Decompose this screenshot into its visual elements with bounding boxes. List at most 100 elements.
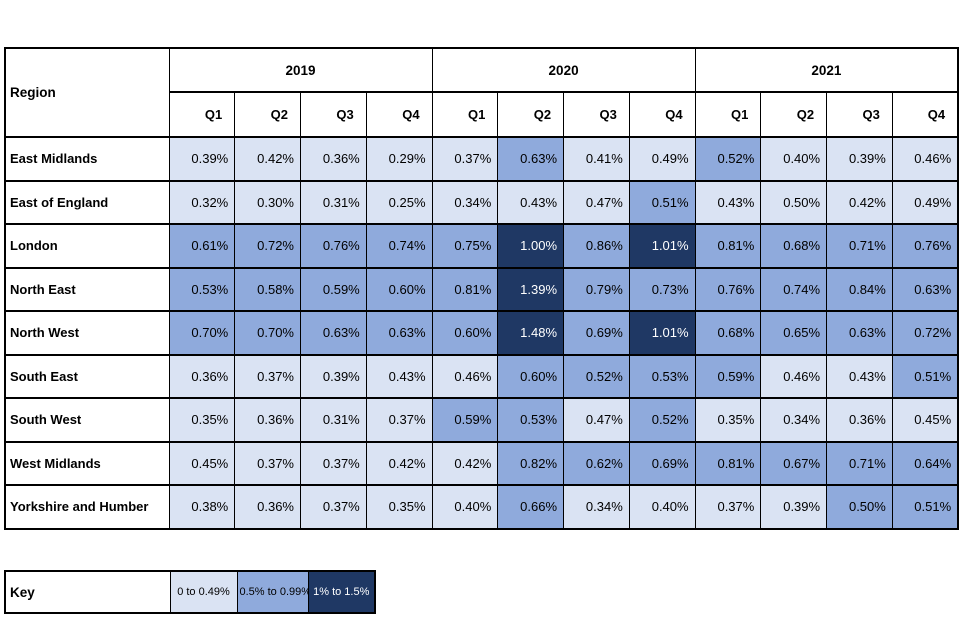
value-cell: 0.60% — [431, 310, 499, 356]
value-cell: 1.39% — [497, 266, 565, 312]
value-cell: 0.52% — [694, 136, 762, 182]
quarter-header: Q1 — [431, 91, 499, 138]
legend-swatch-mid: 0.5% to 0.99% — [236, 570, 309, 614]
value-cell: 0.37% — [300, 440, 367, 486]
value-cell: 0.64% — [891, 440, 959, 486]
value-cell: 0.46% — [431, 353, 499, 399]
value-cell: 0.49% — [891, 179, 959, 225]
value-cell: 0.58% — [234, 266, 301, 312]
region-cell: South East — [4, 353, 170, 399]
value-cell: 0.39% — [826, 136, 893, 182]
value-cell: 0.71% — [826, 440, 893, 486]
value-cell: 0.63% — [300, 310, 367, 356]
value-cell: 0.34% — [563, 484, 630, 530]
value-cell: 0.79% — [563, 266, 630, 312]
value-cell: 1.01% — [628, 223, 696, 269]
table-row: South West 0.35% 0.36% 0.31% 0.37% 0.59% 0.53%… — [4, 397, 959, 443]
value-cell: 1.48% — [497, 310, 565, 356]
value-cell: 0.37% — [431, 136, 499, 182]
value-cell: 0.76% — [891, 223, 959, 269]
value-cell: 0.43% — [497, 179, 565, 225]
quarter-header: Q2 — [497, 91, 565, 138]
value-cell: 0.71% — [826, 223, 893, 269]
table-row: Yorkshire and Humber 0.38% 0.36% 0.37% 0.35%… — [4, 484, 959, 530]
value-cell: 0.70% — [168, 310, 236, 356]
value-cell: 0.37% — [300, 484, 367, 530]
region-cell: North East — [4, 266, 170, 312]
quarter-header: Q4 — [891, 91, 959, 138]
value-cell: 0.25% — [365, 179, 433, 225]
value-cell: 0.68% — [760, 223, 828, 269]
value-cell: 0.35% — [168, 397, 236, 443]
region-cell: West Midlands — [4, 440, 170, 486]
value-cell: 0.39% — [300, 353, 367, 399]
value-cell: 0.34% — [760, 397, 828, 443]
value-cell: 0.37% — [234, 440, 301, 486]
value-cell: 0.62% — [563, 440, 630, 486]
value-cell: 0.36% — [168, 353, 236, 399]
value-cell: 0.60% — [497, 353, 565, 399]
quarter-header: Q1 — [168, 91, 236, 138]
value-cell: 0.42% — [234, 136, 301, 182]
value-cell: 0.61% — [168, 223, 236, 269]
value-cell: 0.31% — [300, 179, 367, 225]
region-cell: London — [4, 223, 170, 269]
value-cell: 0.59% — [300, 266, 367, 312]
value-cell: 0.74% — [760, 266, 828, 312]
value-cell: 0.37% — [694, 484, 762, 530]
value-cell: 0.60% — [365, 266, 433, 312]
table-row: South East 0.36% 0.37% 0.39% 0.43% 0.46% 0.60%… — [4, 353, 959, 399]
value-cell: 0.37% — [365, 397, 433, 443]
value-cell: 0.40% — [628, 484, 696, 530]
value-cell: 0.41% — [563, 136, 630, 182]
value-cell: 0.43% — [694, 179, 762, 225]
value-cell: 0.67% — [760, 440, 828, 486]
key-label: Key — [4, 570, 171, 614]
quarter-header: Q1 — [694, 91, 762, 138]
value-cell: 0.63% — [891, 266, 959, 312]
value-cell: 0.42% — [365, 440, 433, 486]
value-cell: 0.43% — [826, 353, 893, 399]
quarter-header: Q3 — [826, 91, 893, 138]
value-cell: 0.34% — [431, 179, 499, 225]
value-cell: 0.47% — [563, 397, 630, 443]
value-cell: 0.36% — [234, 397, 301, 443]
quarter-header: Q4 — [628, 91, 696, 138]
value-cell: 0.72% — [891, 310, 959, 356]
value-cell: 0.65% — [760, 310, 828, 356]
value-cell: 1.01% — [628, 310, 696, 356]
quarter-header: Q3 — [300, 91, 367, 138]
region-cell: East Midlands — [4, 136, 170, 182]
value-cell: 0.81% — [694, 223, 762, 269]
quarter-header-row: Q1 Q2 Q3 Q4 Q1 Q2 Q3 Q4 Q1 Q2 Q3 Q4 — [5, 91, 959, 138]
value-cell: 0.75% — [431, 223, 499, 269]
legend-row: Key 0 to 0.49% 0.5% to 0.99% 1% to 1.5% — [4, 570, 376, 614]
value-cell: 0.40% — [760, 136, 828, 182]
value-cell: 0.36% — [300, 136, 367, 182]
value-cell: 0.42% — [431, 440, 499, 486]
value-cell: 0.46% — [760, 353, 828, 399]
value-cell: 0.63% — [365, 310, 433, 356]
value-cell: 0.66% — [497, 484, 565, 530]
value-cell: 0.35% — [365, 484, 433, 530]
value-cell: 0.70% — [234, 310, 301, 356]
value-cell: 0.46% — [891, 136, 959, 182]
quarter-header: Q3 — [563, 91, 630, 138]
value-cell: 0.69% — [628, 440, 696, 486]
quarter-header: Q2 — [760, 91, 828, 138]
region-column-header: Region — [4, 47, 170, 138]
value-cell: 0.73% — [628, 266, 696, 312]
table-row: North West 0.70% 0.70% 0.63% 0.63% 0.60% 1.48%… — [4, 310, 959, 356]
table-row: East Midlands 0.39% 0.42% 0.36% 0.29% 0.37% 0.… — [4, 136, 959, 182]
table-row: East of England 0.32% 0.30% 0.31% 0.25% 0.34%… — [4, 179, 959, 225]
legend-key-table: Key 0 to 0.49% 0.5% to 0.99% 1% to 1.5% — [4, 570, 376, 614]
value-cell: 0.51% — [891, 353, 959, 399]
value-cell: 0.35% — [694, 397, 762, 443]
table-row: North East 0.53% 0.58% 0.59% 0.60% 0.81% 1.39%… — [4, 266, 959, 312]
year-header-row: Region 2019 2020 2021 — [4, 47, 959, 138]
value-cell: 0.81% — [694, 440, 762, 486]
value-cell: 0.53% — [497, 397, 565, 443]
region-cell: South West — [4, 397, 170, 443]
legend-swatch-low: 0 to 0.49% — [169, 570, 238, 614]
value-cell: 0.59% — [694, 353, 762, 399]
